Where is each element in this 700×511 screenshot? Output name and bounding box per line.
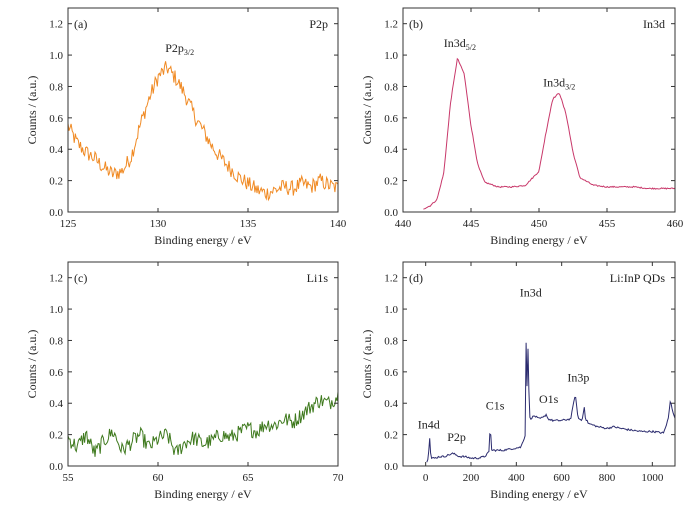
peak-annotation: P2p3/2: [165, 41, 194, 57]
x-tick-label: 450: [531, 218, 548, 230]
x-tick-label: 140: [330, 218, 347, 230]
chart-panel-3: 55 60 65 70 0.0 0.2 0.4 0.6 0.8 1.0 1.2 Binding ene…: [25, 261, 345, 501]
x-tick-label: 1000: [641, 472, 664, 484]
panel-label: (c): [74, 271, 87, 285]
y-tick-label: 0.4: [49, 398, 63, 410]
panel-label: (b): [409, 17, 423, 31]
plot-frame: [67, 7, 339, 213]
x-tick-label: 130: [150, 218, 167, 230]
y-tick-label: 0.6: [384, 367, 398, 379]
chart-panel-1: 125 130 135 140 0.0 0.2 0.4 0.6 0.8 1.0 1.2 Binding…: [25, 7, 347, 247]
y-tick-label: 0.4: [384, 398, 398, 410]
x-tick-label: 445: [463, 218, 480, 230]
peak-annotation: In3p: [567, 370, 589, 384]
x-axis-label: Binding energy / eV: [490, 487, 588, 501]
panel-title: In3d: [643, 17, 665, 31]
series-line: [68, 391, 338, 457]
x-tick-label: 65: [243, 472, 255, 484]
series-line: [423, 57, 675, 210]
peak-annotation: P2p: [447, 430, 466, 444]
y-tick-label: 0.8: [49, 335, 63, 347]
y-tick-label: 0.8: [384, 81, 398, 93]
y-axis-label: Counts / (a.u.): [360, 330, 374, 399]
y-tick-label: 0.4: [49, 144, 63, 156]
x-tick-label: 125: [60, 218, 77, 230]
peak-annotation: O1s: [539, 392, 559, 406]
y-tick-label: 1.0: [49, 304, 63, 316]
y-tick-label: 0.2: [384, 430, 398, 442]
peak-annotation: In3d: [520, 286, 542, 300]
peak-annotation: In3d3/2: [543, 75, 575, 91]
y-tick-label: 1.0: [384, 304, 398, 316]
panel-title: Li1s: [307, 271, 329, 285]
y-tick-label: 0.8: [384, 335, 398, 347]
x-tick-label: 600: [553, 472, 570, 484]
y-tick-label: 0.4: [384, 144, 398, 156]
y-tick-label: 0.6: [384, 113, 398, 125]
x-tick-label: 440: [395, 218, 412, 230]
x-axis-label: Binding energy / eV: [154, 487, 252, 501]
y-tick-label: 1.0: [384, 50, 398, 62]
x-tick-label: 55: [63, 472, 75, 484]
x-tick-label: 135: [240, 218, 257, 230]
panel-label: (d): [409, 271, 423, 285]
y-tick-label: 0.0: [384, 207, 398, 219]
y-tick-label: 0.0: [49, 461, 63, 473]
x-tick-label: 0: [423, 472, 429, 484]
x-tick-label: 60: [153, 472, 165, 484]
x-tick-label: 200: [463, 472, 480, 484]
y-axis-label: Counts / (a.u.): [360, 76, 374, 145]
peak-annotation: In4d: [418, 417, 440, 431]
y-tick-label: 0.6: [49, 367, 63, 379]
x-tick-label: 70: [333, 472, 345, 484]
x-tick-label: 460: [667, 218, 684, 230]
y-tick-label: 1.2: [384, 19, 398, 31]
chart-panel-2: 440 445 450 455 460 0.0 0.2 0.4 0.6 0.8 1.0 1.2 Bind…: [360, 7, 684, 247]
x-axis-label: Binding energy / eV: [154, 233, 252, 247]
y-tick-label: 1.2: [384, 273, 398, 285]
chart-panel-4: 0 200 400 600 800 1000 0.0 0.2 0.4 0.6 0.8 1.0 1.2 Bi…: [360, 261, 676, 501]
peak-annotation: C1s: [486, 399, 505, 413]
panel-title: P2p: [309, 17, 328, 31]
panel-label: (a): [74, 17, 87, 31]
y-tick-label: 1.0: [49, 50, 63, 62]
y-tick-label: 1.2: [49, 19, 63, 31]
x-tick-label: 455: [599, 218, 616, 230]
y-tick-label: 0.6: [49, 113, 63, 125]
peak-annotation: In3d5/2: [444, 36, 476, 52]
series-line: [68, 61, 338, 202]
y-tick-label: 0.0: [384, 461, 398, 473]
y-tick-label: 0.0: [49, 207, 63, 219]
panel-title: Li:InP QDs: [610, 271, 666, 285]
y-tick-label: 0.2: [384, 176, 398, 188]
plot-frame: [402, 261, 676, 467]
x-tick-label: 800: [599, 472, 616, 484]
x-tick-label: 400: [508, 472, 525, 484]
y-tick-label: 0.8: [49, 81, 63, 93]
y-axis-label: Counts / (a.u.): [25, 330, 39, 399]
series-line: [426, 342, 675, 463]
y-axis-label: Counts / (a.u.): [25, 76, 39, 145]
x-axis-label: Binding energy / eV: [490, 233, 588, 247]
y-tick-label: 0.2: [49, 176, 63, 188]
y-tick-label: 1.2: [49, 273, 63, 285]
y-tick-label: 0.2: [49, 430, 63, 442]
plot-frame: [67, 261, 339, 467]
